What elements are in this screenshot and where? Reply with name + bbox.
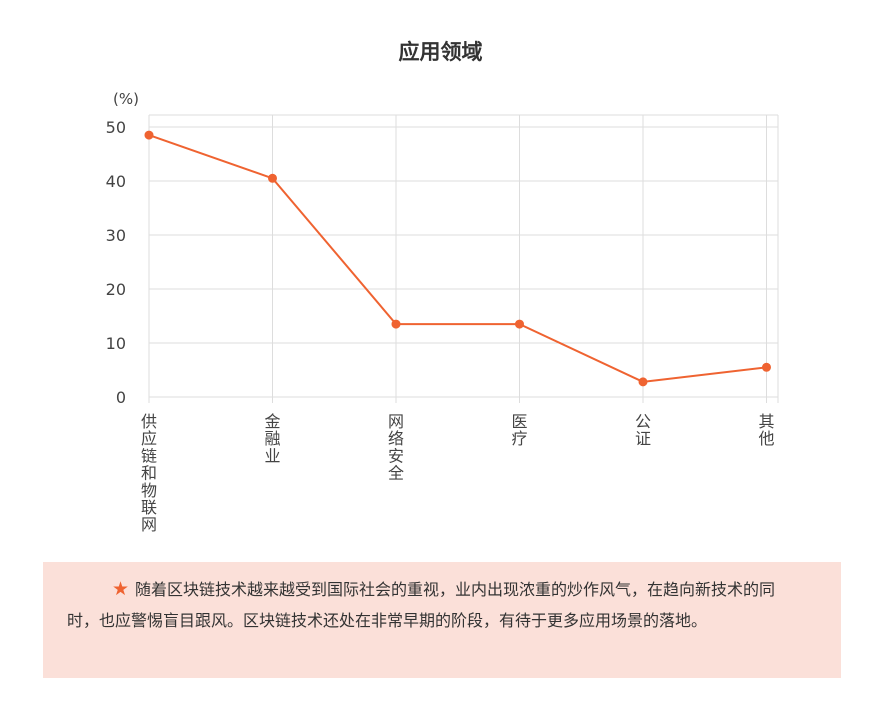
x-tick-label: 公证 (635, 412, 651, 448)
data-point (391, 319, 401, 329)
x-tick-label: 供应链和物联网 (141, 412, 157, 534)
y-tick-label: 0 (116, 388, 126, 407)
y-tick-label: 20 (106, 280, 126, 299)
x-tick-label: 医疗 (511, 412, 527, 448)
y-tick-label: 40 (106, 172, 126, 191)
data-point (515, 319, 524, 329)
note-text-block: ★ 随着区块链技术越来越受到国际社会的重视，业内出现浓重的炒作风气，在趋向新技术的… (67, 574, 787, 636)
data-point (144, 130, 154, 140)
y-tick-label: 30 (106, 226, 126, 245)
data-point (268, 173, 277, 183)
y-axis-label: (%) (113, 90, 139, 108)
x-tick-label: 金融业 (264, 412, 280, 465)
data-point (762, 362, 771, 372)
chart-title: 应用领域 (398, 40, 483, 64)
note-text: 随着区块链技术越来越受到国际社会的重视，业内出现浓重的炒作风气，在趋向新技术的同… (67, 580, 776, 630)
data-point (638, 377, 648, 387)
star-icon: ★ (112, 578, 130, 600)
line-chart: (%) 0 10 20 30 40 50 供应链和物联网 金融业 网络安全 医疗 公证 其他 (106, 90, 779, 534)
y-tick-label: 50 (106, 118, 126, 137)
x-tick-label: 网络安全 (388, 412, 404, 483)
series-line (148, 134, 767, 383)
x-tick-label: 其他 (758, 412, 774, 448)
note-panel (43, 562, 841, 678)
y-tick-label: 10 (106, 334, 126, 353)
